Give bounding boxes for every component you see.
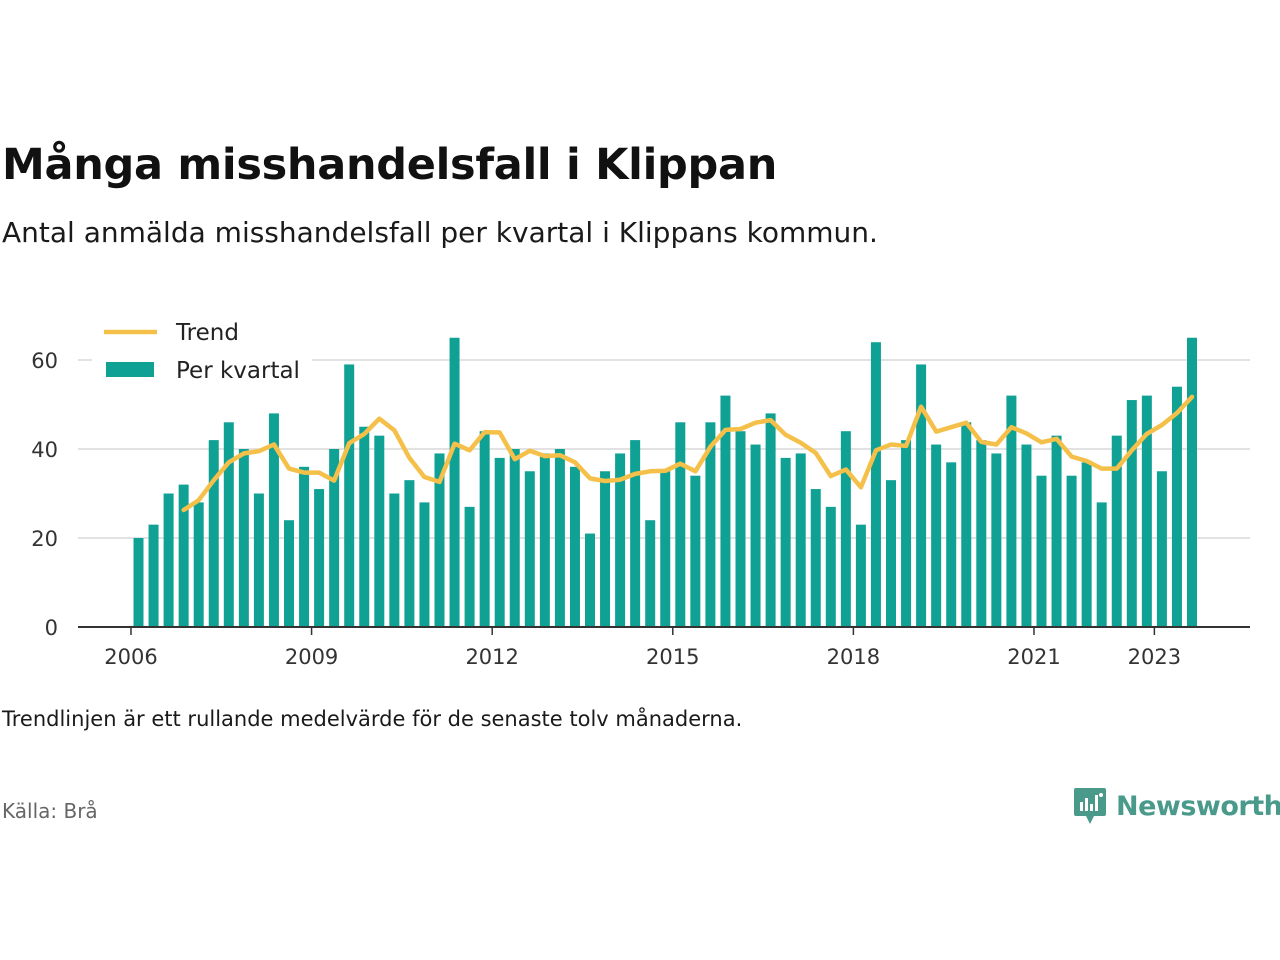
bar — [494, 457, 505, 627]
bar — [419, 502, 430, 627]
bar — [735, 431, 746, 627]
bar — [464, 506, 475, 627]
bar — [1126, 400, 1137, 627]
bar — [539, 453, 550, 627]
x-axis: 2006 2009 2012 2015 2018 2021 2023 — [78, 626, 1250, 669]
bar — [374, 435, 385, 627]
bars — [133, 337, 1197, 627]
bar — [133, 538, 144, 627]
bar — [795, 453, 806, 627]
bar — [1171, 386, 1182, 627]
legend-bar-swatch — [106, 362, 154, 377]
chart-subtitle: Antal anmälda misshandelsfall per kvarta… — [2, 216, 878, 249]
bar — [389, 493, 400, 627]
legend-label-bar: Per kvartal — [176, 358, 300, 384]
newsworthy-logo[interactable]: Newsworthy — [1072, 786, 1280, 826]
bar — [840, 431, 851, 627]
bar — [810, 489, 821, 627]
bar — [645, 520, 656, 627]
bar — [1096, 502, 1107, 627]
x-tick-label: 2021 — [1007, 645, 1060, 669]
bar — [1187, 337, 1197, 627]
bar — [314, 489, 325, 627]
bar — [600, 471, 611, 627]
bar — [916, 364, 927, 627]
bar — [554, 449, 565, 627]
bar — [1066, 475, 1077, 627]
bar — [299, 466, 310, 627]
y-tick-label: 60 — [31, 349, 58, 373]
bar — [359, 426, 370, 627]
chart-title: Många misshandelsfall i Klippan — [2, 140, 778, 190]
y-tick-label: 40 — [31, 438, 58, 462]
bar — [630, 440, 641, 627]
bar — [404, 480, 415, 627]
y-tick-label: 0 — [45, 616, 58, 640]
chart-note: Trendlinjen är ett rullande medelvärde f… — [2, 707, 743, 731]
trend-line-group — [181, 394, 1195, 513]
bar — [524, 471, 535, 627]
legend-label-trend: Trend — [175, 320, 239, 346]
bar — [148, 524, 159, 627]
bar — [946, 462, 957, 627]
bar — [690, 475, 701, 627]
bar — [780, 457, 791, 627]
bar — [238, 449, 249, 627]
bar — [1021, 444, 1032, 627]
source-text: Källa: Brå — [2, 799, 98, 823]
bar — [268, 413, 279, 627]
x-tick-label: 2018 — [827, 645, 880, 669]
bar — [976, 440, 987, 627]
bar — [509, 449, 520, 627]
x-tick-label: 2012 — [465, 645, 518, 669]
bar — [1111, 435, 1122, 627]
bar-chart: 0 20 40 60 2006 2009 2012 2015 2018 2021 2023 Tre… — [31, 312, 1250, 669]
bar — [253, 493, 264, 627]
bar — [991, 453, 1002, 627]
bar — [344, 364, 355, 627]
bar — [208, 440, 219, 627]
bar — [178, 484, 189, 627]
bar — [223, 422, 234, 627]
bar — [765, 413, 776, 627]
legend-background — [92, 312, 312, 398]
bar — [193, 502, 204, 627]
x-tick-label: 2006 — [104, 645, 157, 669]
bar — [1051, 435, 1062, 627]
bar — [660, 471, 671, 627]
bar — [163, 493, 174, 627]
bar — [434, 453, 445, 627]
trend-line — [181, 394, 1195, 513]
bar — [931, 444, 942, 627]
bar — [569, 466, 580, 627]
bar — [705, 422, 716, 627]
legend: Trend Per kvartal — [92, 312, 312, 398]
bar — [449, 337, 460, 627]
bar — [1081, 462, 1092, 627]
bar — [1036, 475, 1047, 627]
y-tick-label: 20 — [31, 527, 58, 551]
bar — [1006, 395, 1017, 627]
bar — [855, 524, 866, 627]
x-tick-label: 2015 — [646, 645, 699, 669]
bar — [961, 422, 972, 627]
x-tick-label: 2023 — [1128, 645, 1181, 669]
bar — [825, 506, 836, 627]
bar — [720, 395, 731, 627]
bar — [886, 480, 896, 627]
bar — [479, 431, 490, 627]
bar — [675, 422, 686, 627]
bar — [615, 453, 626, 627]
bar — [1156, 471, 1167, 627]
bar — [585, 533, 595, 627]
x-tick-label: 2009 — [285, 645, 338, 669]
bar — [329, 449, 340, 627]
bar — [870, 342, 881, 627]
newsworthy-icon — [1074, 788, 1106, 824]
bar — [750, 444, 761, 627]
bar — [1141, 395, 1152, 627]
bar — [901, 440, 912, 627]
bar — [284, 520, 294, 627]
brand-name: Newsworthy — [1116, 790, 1280, 822]
